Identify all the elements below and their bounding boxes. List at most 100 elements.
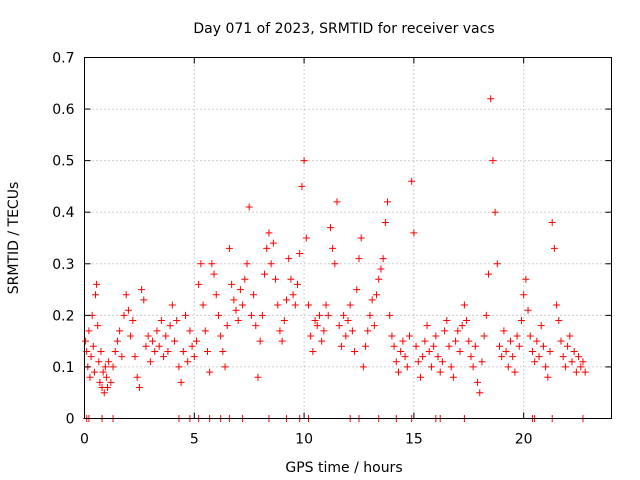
data-point	[100, 389, 108, 397]
data-point	[454, 327, 462, 335]
data-point	[568, 358, 576, 366]
x-tick-label: 15	[405, 432, 423, 448]
data-point	[210, 270, 218, 278]
data-point	[95, 358, 103, 366]
data-point	[90, 368, 98, 376]
data-point	[333, 198, 341, 206]
data-point	[201, 327, 209, 335]
grid	[84, 57, 612, 419]
data-point	[561, 363, 569, 371]
data-point	[465, 337, 473, 345]
data-point	[124, 306, 132, 314]
data-point	[381, 219, 389, 227]
data-point	[392, 358, 400, 366]
data-point	[105, 358, 113, 366]
data-point	[162, 332, 170, 340]
data-point	[113, 337, 121, 345]
data-point	[436, 368, 444, 376]
data-point	[509, 353, 517, 361]
data-point	[243, 260, 251, 268]
x-axis-label: GPS time / hours	[285, 460, 402, 476]
data-point	[245, 203, 253, 211]
data-point	[129, 317, 137, 325]
data-point	[513, 332, 521, 340]
data-point	[212, 291, 220, 299]
data-point	[500, 327, 508, 335]
data-point	[480, 332, 488, 340]
data-point	[434, 353, 442, 361]
data-point	[146, 358, 154, 366]
data-point	[171, 337, 179, 345]
data-point	[329, 244, 337, 252]
data-point	[359, 363, 367, 371]
data-point	[485, 270, 493, 278]
data-point	[278, 337, 286, 345]
data-point	[184, 358, 192, 366]
data-point	[283, 296, 291, 304]
data-point	[375, 275, 383, 283]
data-point	[263, 244, 271, 252]
data-point	[355, 255, 363, 263]
data-point	[168, 301, 176, 309]
data-point	[548, 219, 556, 227]
data-point	[149, 337, 157, 345]
data-point	[107, 378, 115, 386]
data-point	[337, 342, 345, 350]
data-point	[118, 353, 126, 361]
data-point	[269, 239, 277, 247]
data-point	[89, 342, 97, 350]
data-point	[182, 311, 190, 319]
y-tick-label: 0.6	[52, 102, 74, 118]
data-point	[544, 373, 552, 381]
data-point	[267, 260, 275, 268]
data-point	[153, 327, 161, 335]
data-point	[390, 342, 398, 350]
data-point	[408, 177, 416, 185]
data-point	[504, 363, 512, 371]
data-point	[120, 311, 128, 319]
data-point	[577, 363, 585, 371]
data-point	[370, 322, 378, 330]
data-point	[467, 353, 475, 361]
y-tick-label: 0.3	[52, 257, 74, 273]
data-point	[199, 301, 207, 309]
data-point	[522, 275, 530, 283]
data-point	[274, 301, 282, 309]
data-point	[353, 286, 361, 294]
data-point	[438, 358, 446, 366]
data-point	[99, 368, 107, 376]
data-point	[86, 373, 94, 381]
y-tick-label: 0.5	[52, 154, 74, 170]
data-point	[388, 332, 396, 340]
data-point	[186, 327, 194, 335]
data-point	[190, 353, 198, 361]
data-point	[315, 311, 323, 319]
data-point	[397, 347, 405, 355]
y-tick-label: 0.1	[52, 360, 74, 376]
data-point	[403, 363, 411, 371]
data-point	[203, 347, 211, 355]
data-point	[575, 353, 583, 361]
data-point	[160, 353, 168, 361]
data-points	[82, 95, 589, 422]
data-point	[557, 337, 565, 345]
data-point	[109, 363, 117, 371]
data-point	[217, 332, 225, 340]
data-point	[364, 327, 372, 335]
data-point	[546, 347, 554, 355]
data-point	[449, 373, 457, 381]
data-point	[151, 347, 159, 355]
data-point	[322, 301, 330, 309]
data-point	[195, 280, 203, 288]
x-tick-label: 20	[515, 432, 533, 448]
data-point	[252, 322, 260, 330]
data-point	[344, 317, 352, 325]
data-point	[478, 358, 486, 366]
data-point	[272, 275, 280, 283]
data-point	[443, 317, 451, 325]
data-point	[410, 229, 418, 237]
data-point	[289, 291, 297, 299]
data-point	[401, 353, 409, 361]
data-point	[102, 373, 110, 381]
data-point	[416, 373, 424, 381]
